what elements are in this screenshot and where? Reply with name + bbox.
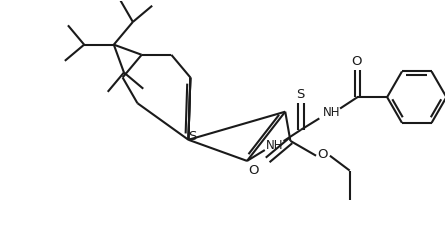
Text: S: S [188,130,197,143]
Text: S: S [296,88,304,101]
Text: NH: NH [323,106,340,119]
Text: O: O [248,164,258,177]
Text: O: O [351,55,362,68]
Text: NH: NH [266,139,284,151]
Text: O: O [318,148,328,161]
